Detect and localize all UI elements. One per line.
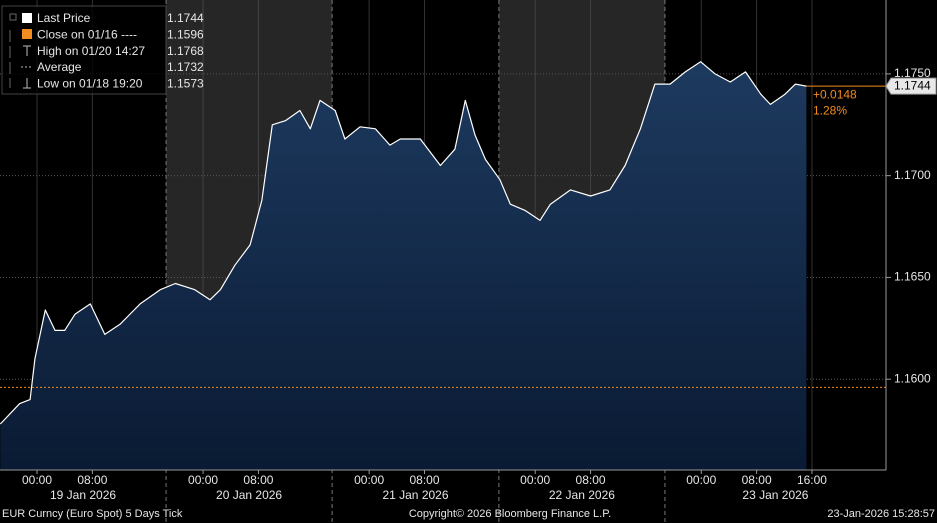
y-tick-label: 1.1700 (894, 168, 931, 182)
legend-value: 1.1732 (167, 60, 204, 74)
date-label: 22 Jan 2026 (549, 488, 615, 502)
legend: Last Price 1.1744 Close on 01/16 ---- 1.159… (1, 5, 204, 95)
x-tick-label: 16:00 (797, 473, 827, 487)
last-price-tag (885, 77, 937, 95)
legend-icon (23, 78, 31, 89)
legend-value: 1.1744 (167, 11, 204, 25)
x-tick-label: 00:00 (520, 473, 550, 487)
legend-label: Close on 01/16 ---- (37, 27, 137, 41)
axes (0, 0, 891, 474)
plot (0, 61, 886, 470)
x-tick-label: 08:00 (409, 473, 439, 487)
x-tick-label: 08:00 (77, 473, 107, 487)
last-price-tag-label: 1.1744 (894, 78, 931, 92)
legend-value: 1.1596 (167, 27, 204, 41)
y-tick-label: 1.1600 (894, 371, 931, 385)
legend-icon (23, 45, 31, 56)
date-label: 23 Jan 2026 (742, 488, 808, 502)
legend-value: 1.1573 (167, 76, 204, 90)
date-label: 21 Jan 2026 (382, 488, 448, 502)
footer-right: 23-Jan-2026 15:28:57 (827, 508, 935, 520)
x-tick-label: 08:00 (742, 473, 772, 487)
change-label: +0.0148 (813, 87, 857, 101)
legend-label: Last Price (37, 11, 91, 25)
y-tick-label: 1.1650 (894, 270, 931, 284)
legend-value: 1.1768 (167, 44, 204, 58)
x-tick-label: 00:00 (354, 473, 384, 487)
legend-icon (22, 29, 32, 39)
x-tick-label: 08:00 (243, 473, 273, 487)
price-line (0, 61, 807, 425)
footer-left: EUR Curncy (Euro Spot) 5 Days Tick (2, 508, 183, 520)
date-label: 19 Jan 2026 (50, 488, 116, 502)
x-tick-label: 00:00 (188, 473, 218, 487)
x-tick-label: 00:00 (22, 473, 52, 487)
legend-icon (22, 13, 32, 23)
legend-label: Low on 01/18 19:20 (37, 76, 143, 90)
y-tick-label: 1.1750 (894, 66, 931, 80)
legend-label: High on 01/20 14:27 (37, 44, 145, 58)
legend-tree (9, 13, 17, 88)
x-tick-label: 00:00 (686, 473, 716, 487)
change-pct-label: 1.28% (813, 103, 847, 117)
legend-label: Average (37, 60, 82, 74)
footer-center: Copyright© 2026 Bloomberg Finance L.P. (409, 508, 611, 520)
area-fill (0, 61, 807, 470)
x-tick-label: 08:00 (576, 473, 606, 487)
date-label: 20 Jan 2026 (216, 488, 282, 502)
labels: 19 Jan 2026 20 Jan 2026 21 Jan 2026 22 Jan … (2, 66, 937, 520)
